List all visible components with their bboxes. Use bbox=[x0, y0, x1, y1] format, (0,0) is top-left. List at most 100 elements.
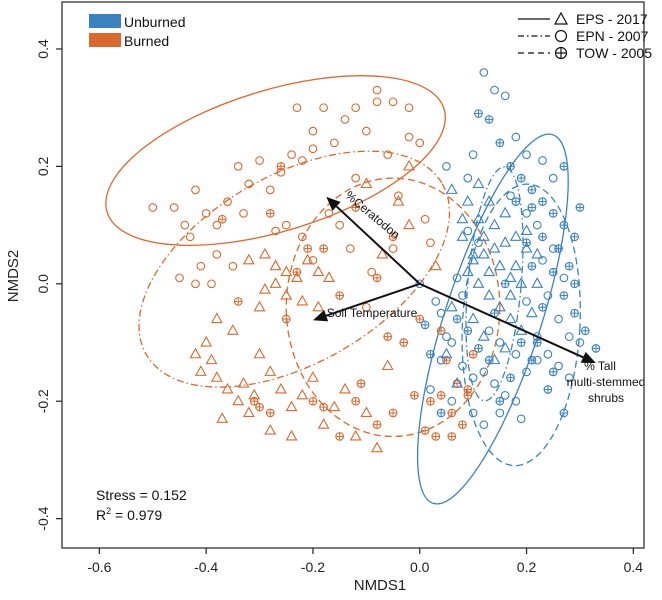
point-circle bbox=[463, 173, 473, 183]
point-circle bbox=[490, 379, 499, 388]
plot-frame bbox=[61, 1, 645, 549]
point-circle bbox=[212, 220, 222, 230]
point-triangle bbox=[381, 359, 394, 371]
y-tick-label: -0.2 bbox=[35, 389, 51, 413]
point-triangle bbox=[371, 441, 383, 453]
point-crosscircle bbox=[415, 314, 425, 324]
point-triangle bbox=[200, 335, 213, 347]
point-circle bbox=[468, 373, 478, 383]
point-crosscircle bbox=[559, 162, 569, 171]
point-crosscircle bbox=[436, 326, 446, 336]
point-circle bbox=[431, 297, 441, 306]
vector-arrow-line bbox=[419, 282, 584, 359]
point-circle bbox=[522, 367, 531, 377]
point-circle bbox=[458, 361, 467, 371]
legend-label-epn: EPN - 2007 bbox=[576, 28, 649, 44]
point-crosscircle bbox=[468, 349, 478, 359]
point-circle bbox=[436, 308, 446, 318]
point-triangle bbox=[461, 265, 474, 277]
point-crosscircle bbox=[559, 220, 569, 230]
point-triangle bbox=[531, 247, 544, 259]
point-triangle bbox=[216, 412, 229, 423]
point-crosscircle bbox=[388, 408, 398, 418]
point-crosscircle bbox=[265, 209, 275, 218]
legend-swatch-burned bbox=[89, 33, 121, 47]
point-triangle bbox=[317, 418, 330, 429]
point-circle bbox=[201, 209, 211, 218]
point-crosscircle bbox=[372, 420, 382, 430]
y-axis-title: NMDS2 bbox=[5, 250, 22, 303]
point-crosscircle bbox=[436, 408, 446, 418]
point-circle bbox=[191, 279, 200, 289]
point-crosscircle bbox=[281, 314, 291, 324]
point-circle bbox=[436, 355, 446, 365]
point-circle bbox=[244, 179, 254, 189]
point-circle bbox=[447, 338, 457, 347]
vector-arrow-head bbox=[312, 310, 329, 322]
point-circle bbox=[185, 232, 195, 242]
point-circle bbox=[442, 332, 451, 341]
point-circle bbox=[351, 103, 361, 113]
point-circle bbox=[372, 97, 382, 107]
point-circle bbox=[297, 232, 307, 242]
point-crosscircle bbox=[308, 396, 318, 406]
point-triangle bbox=[504, 271, 517, 282]
point-crosscircle bbox=[335, 432, 345, 441]
point-triangle bbox=[280, 265, 293, 277]
point-circle bbox=[522, 209, 531, 218]
point-triangle bbox=[269, 259, 282, 271]
point-circle bbox=[297, 156, 307, 165]
cross-circle-icon bbox=[554, 46, 568, 60]
point-crosscircle bbox=[426, 349, 435, 359]
y-tick-label: 0.2 bbox=[35, 156, 51, 176]
legend-swatch-unburned bbox=[89, 14, 121, 28]
point-triangle bbox=[392, 194, 405, 206]
point-circle bbox=[506, 191, 515, 201]
point-circle bbox=[292, 103, 302, 113]
vector-label-shrubs: % Tall bbox=[584, 359, 616, 373]
vector-arrow-head bbox=[580, 351, 596, 364]
ellipse-layer bbox=[105, 75, 581, 505]
vector-label-shrubs: multi-stemmed bbox=[567, 375, 646, 389]
triangle-icon bbox=[553, 11, 569, 25]
point-circle bbox=[548, 173, 558, 183]
point-triangle bbox=[531, 277, 544, 288]
point-circle bbox=[500, 91, 510, 101]
x-tick-label: 0.4 bbox=[624, 559, 644, 575]
point-triangle bbox=[280, 288, 293, 300]
point-triangle bbox=[488, 241, 501, 253]
ellipse-unburned-eps bbox=[416, 133, 569, 505]
point-circle bbox=[319, 103, 328, 113]
r2-value: = 0.979 bbox=[111, 507, 162, 523]
point-crosscircle bbox=[303, 244, 312, 253]
point-crosscircle bbox=[351, 396, 361, 406]
point-crosscircle bbox=[335, 291, 345, 300]
point-circle bbox=[340, 115, 350, 124]
x-tick-label: -0.4 bbox=[194, 559, 218, 575]
point-circle bbox=[484, 326, 494, 336]
point-crosscircle bbox=[420, 426, 430, 435]
point-triangle bbox=[360, 177, 373, 189]
point-circle bbox=[415, 138, 425, 148]
point-triangle bbox=[440, 347, 453, 359]
point-triangle bbox=[472, 277, 485, 288]
point-crosscircle bbox=[474, 109, 483, 118]
point-crosscircle bbox=[538, 232, 547, 242]
point-circle bbox=[543, 291, 553, 300]
point-triangle bbox=[339, 382, 351, 394]
point-circle bbox=[426, 385, 435, 394]
point-crosscircle bbox=[591, 344, 601, 353]
point-triangle bbox=[461, 194, 474, 206]
point-circle bbox=[490, 85, 499, 95]
point-circle bbox=[271, 226, 280, 236]
point-circle bbox=[511, 132, 521, 142]
point-crosscircle bbox=[431, 432, 441, 441]
point-triangle bbox=[504, 312, 517, 324]
point-circle bbox=[538, 255, 547, 265]
point-triangle bbox=[253, 300, 266, 312]
point-crosscircle bbox=[500, 279, 510, 289]
point-circle bbox=[452, 273, 462, 283]
point-triangle bbox=[189, 347, 202, 359]
x-tick-label: 0.0 bbox=[410, 559, 430, 575]
point-circle bbox=[196, 261, 206, 271]
